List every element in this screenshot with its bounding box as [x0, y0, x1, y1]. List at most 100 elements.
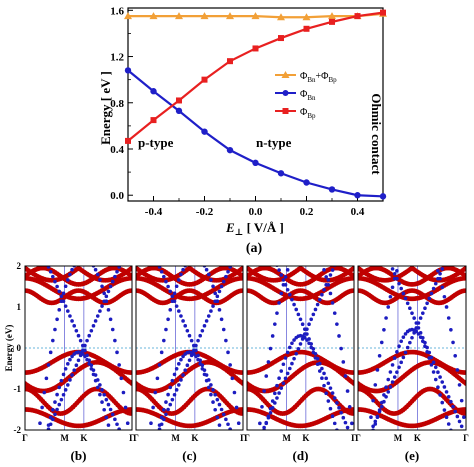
blue-band-point [410, 335, 414, 340]
blue-band-point [217, 402, 222, 407]
blue-band-point [275, 311, 279, 315]
annotation-p-type: p-type [138, 135, 174, 150]
blue-band-point [209, 383, 213, 387]
legend: ΦBn+ΦBp ΦBn ΦBp [271, 64, 344, 120]
blue-band-point [157, 363, 162, 367]
k-point-label: K [80, 433, 87, 443]
blue-band-point [410, 311, 414, 315]
blue-band-point [345, 425, 350, 430]
blue-band-point [339, 346, 343, 351]
blue-band-point [48, 415, 53, 420]
blue-band-point [273, 322, 277, 326]
blue-band-point [100, 388, 104, 392]
blue-band-point [198, 258, 202, 262]
blue-band-point [79, 257, 83, 261]
blue-band-point [281, 278, 286, 282]
blue-band-point [444, 390, 449, 394]
blue-band-point [345, 389, 350, 393]
blue-band-point [53, 327, 57, 332]
blue-band-point [438, 271, 442, 276]
blue-band-point [113, 274, 117, 279]
blue-band-point [70, 354, 74, 359]
blue-band-point [53, 412, 57, 417]
blue-band-point [337, 334, 341, 338]
blue-band-point [63, 366, 68, 371]
blue-band-point [335, 258, 339, 262]
data-point [150, 117, 157, 124]
k-point-label: Γ [129, 433, 135, 443]
blue-band-point [285, 268, 290, 272]
blue-band-point [221, 412, 226, 417]
blue-band-point [183, 368, 188, 372]
blue-band-point [292, 302, 296, 307]
blue-band-point [311, 350, 316, 355]
blue-band-point [213, 407, 217, 412]
blue-band-point [292, 356, 296, 361]
red-band-point [463, 273, 466, 279]
x-tick-label: -0.2 [196, 206, 214, 218]
blue-band-point [324, 275, 328, 279]
blue-band-point [177, 309, 181, 313]
blue-band-point [68, 357, 72, 362]
blue-band-point [59, 397, 64, 402]
k-point-label: Γ [240, 433, 246, 443]
data-point [354, 13, 361, 20]
blue-band-point [230, 376, 235, 381]
blue-band-point [379, 340, 384, 345]
blue-band-point [55, 284, 59, 289]
blue-band-point [328, 406, 333, 411]
blue-band-point [162, 274, 166, 279]
y-tick-label: 1.2 [110, 52, 124, 64]
blue-band-point [442, 385, 447, 389]
blue-band-point [300, 322, 305, 327]
data-point [328, 12, 336, 20]
blue-band-point [228, 363, 232, 367]
blue-band-point [219, 317, 224, 322]
blue-band-point [386, 305, 391, 309]
blue-band-point [369, 434, 373, 438]
blue-band-point [85, 357, 89, 362]
blue-band-point [226, 269, 230, 274]
blue-band-point [433, 365, 438, 370]
blue-band-point [57, 385, 62, 390]
blue-band-point [433, 377, 438, 382]
red-band-point [240, 288, 243, 293]
blue-band-point [309, 345, 314, 350]
blue-band-point [74, 328, 79, 333]
red-band-point [129, 266, 132, 271]
blue-band-point [408, 340, 412, 345]
data-point [303, 179, 310, 186]
blue-band-point [80, 352, 85, 356]
blue-band-point [347, 405, 352, 409]
blue-band-point [53, 279, 57, 284]
blue-band-point [98, 278, 102, 282]
blue-band-point [57, 308, 62, 312]
blue-band-point [120, 432, 124, 436]
blue-band-point [102, 407, 106, 412]
blue-band-point [446, 316, 451, 320]
x-axis-label: E⊥ [ V/Å ] [225, 220, 284, 237]
blue-band-point [201, 261, 205, 265]
blue-band-point [166, 284, 170, 289]
blue-band-point [234, 405, 239, 410]
blue-band-point [217, 423, 222, 427]
legend-marker [281, 71, 290, 78]
blue-band-point [181, 267, 185, 272]
blue-band-point [311, 312, 316, 317]
k-point-label: Γ [355, 433, 361, 443]
blue-band-point [51, 407, 55, 412]
blue-band-point [177, 362, 181, 366]
blue-band-point [436, 268, 440, 273]
blue-band-point [68, 378, 72, 382]
blue-band-point [290, 256, 294, 260]
blue-band-point [317, 297, 322, 302]
blue-band-point [392, 271, 397, 276]
blue-band-point [285, 287, 290, 292]
blue-band-point [156, 432, 160, 436]
blue-band-point [204, 267, 209, 272]
blue-band-point [332, 311, 337, 315]
blue-band-point [390, 380, 395, 384]
blue-band-point [192, 256, 196, 260]
blue-band-point [429, 291, 434, 296]
